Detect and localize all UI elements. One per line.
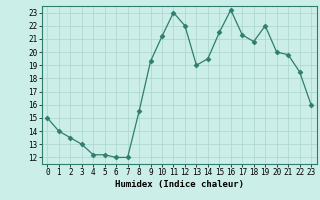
X-axis label: Humidex (Indice chaleur): Humidex (Indice chaleur) xyxy=(115,180,244,189)
